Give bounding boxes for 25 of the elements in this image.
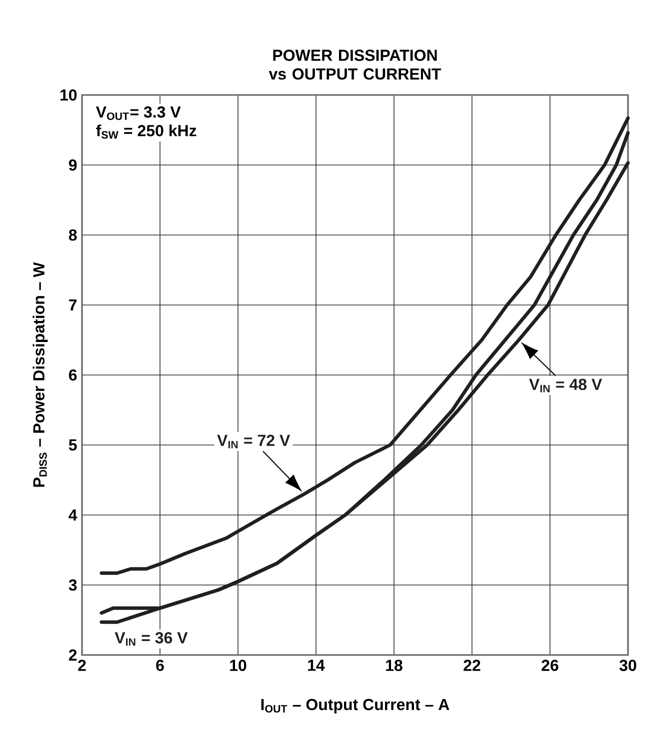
y-tick-label: 8 [68, 229, 77, 241]
chart-title: POWER DISSIPATION vs OUTPUT CURRENT [268, 50, 442, 80]
x-tick-label: 26 [542, 660, 558, 672]
text: V$_{IN}$ = 72 V [217, 434, 290, 448]
text: V$_{IN}$ = 48 V [529, 378, 602, 392]
annotation: f$_{SW}$ = 250 kHz [96, 124, 196, 139]
x-tick-label: 18 [386, 660, 402, 672]
annotation: V$_{OUT}$= 3.3 V [96, 106, 181, 120]
y-tick-label: 5 [68, 439, 77, 451]
x-tick-label: 14 [308, 660, 325, 671]
y-tick-label: 9 [68, 159, 77, 171]
x-tick-label: 22 [464, 660, 480, 671]
y-tick-label: 4 [68, 510, 78, 521]
y-tick-label: 7 [69, 300, 77, 311]
series-label: V$_{IN}$ = 36 V [114, 632, 188, 646]
x-tick-label: 30 [619, 660, 636, 672]
y-tick-label: 2 [68, 649, 77, 661]
y-tick-label: 6 [68, 369, 77, 381]
y-tick-label: 10 [60, 89, 77, 101]
x-axis-title: I$_{OUT}$ – Output Current – A [261, 698, 450, 714]
x-tick-label: 10 [230, 660, 246, 672]
x-tick-label: 2 [78, 660, 86, 671]
y-tick-label: 3 [68, 579, 77, 591]
x-tick-label: 6 [156, 660, 164, 672]
y-axis-title: P$_{DISS}$ – Power Dissipation – W [32, 262, 48, 487]
